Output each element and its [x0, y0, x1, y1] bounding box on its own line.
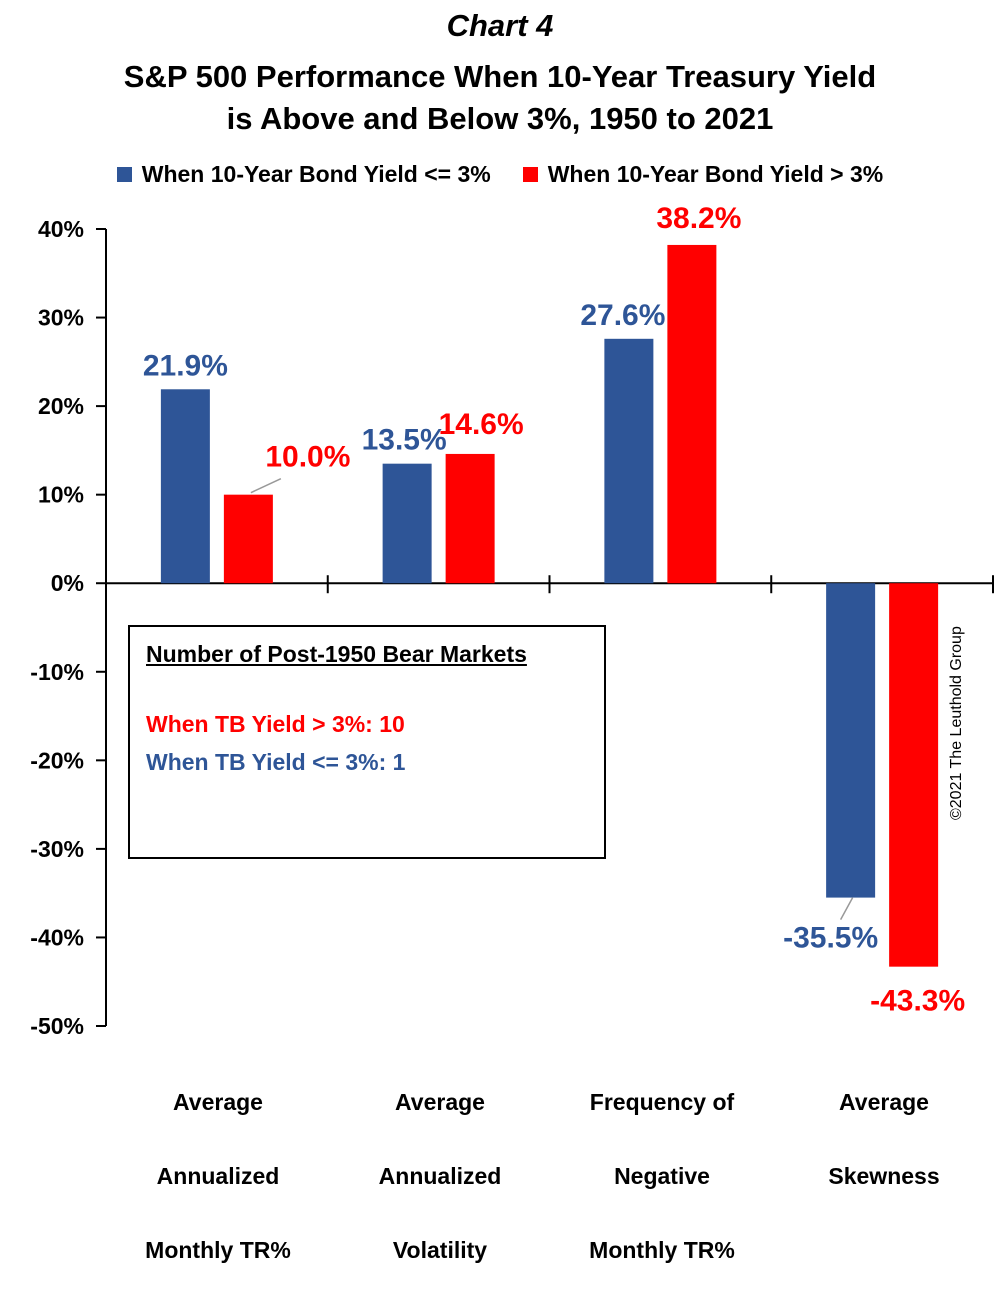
y-tick-label: -20%: [30, 747, 84, 773]
y-tick-label: 20%: [38, 393, 84, 419]
bar-red: [223, 494, 273, 584]
bear-markets-line-blue: When TB Yield <= 3%: 1: [146, 749, 406, 775]
category-2-line-1: Average: [395, 1089, 485, 1115]
category-2-line-2: Annualized: [378, 1163, 502, 1189]
bear-markets-heading: Number of Post-1950 Bear Markets: [146, 641, 527, 667]
chart-kicker: Chart 4: [446, 8, 554, 43]
bear-markets-box: Number of Post-1950 Bear Markets When TB…: [128, 625, 606, 859]
bar-red: [667, 244, 717, 584]
y-tick-label: -30%: [30, 836, 84, 862]
y-tick-label: -50%: [30, 1013, 84, 1039]
value-label-red: 38.2%: [656, 202, 741, 235]
category-4-line-2: Skewness: [828, 1163, 940, 1189]
y-tick-label: 40%: [38, 216, 84, 242]
category-3-line-2: Negative: [614, 1163, 710, 1189]
value-label-blue: 21.9%: [143, 349, 228, 382]
legend-swatch-blue: [116, 167, 132, 182]
category-4-line-1: Average: [839, 1089, 929, 1115]
value-label-red: 14.6%: [439, 408, 524, 441]
y-tick-label: 10%: [38, 482, 84, 508]
legend-item-red: When 10-Year Bond Yield > 3%: [522, 161, 884, 188]
chart-title: S&P 500 Performance When 10-Year Treasur…: [0, 56, 1000, 140]
value-label-blue: 27.6%: [580, 299, 665, 332]
category-label-3: Frequency of Negative Monthly TR%: [552, 1047, 772, 1306]
legend-label-blue: When 10-Year Bond Yield <= 3%: [141, 161, 491, 187]
bar-blue: [160, 389, 210, 584]
category-1-line-3: Monthly TR%: [145, 1237, 291, 1263]
category-label-1: Average Annualized Monthly TR%: [108, 1047, 328, 1306]
label-leader-line: [839, 897, 854, 920]
category-1-line-1: Average: [173, 1089, 263, 1115]
category-3-line-1: Frequency of: [589, 1089, 735, 1115]
bar-blue: [604, 338, 654, 584]
category-label-2: Average Annualized Volatility: [330, 1047, 550, 1306]
chart-title-line1: S&P 500 Performance When 10-Year Treasur…: [123, 59, 877, 94]
category-3-line-3: Monthly TR%: [589, 1237, 735, 1263]
bar-blue: [826, 583, 876, 898]
legend-swatch-red: [522, 167, 538, 182]
bar-blue: [382, 463, 432, 584]
value-label-blue: 13.5%: [362, 424, 447, 457]
bar-chart: 40% 30% 20% 10% 0% -10% -20% -30% -40% -50% 21.9% 1…: [30, 202, 994, 1039]
copyright-text: ©2021 The Leuthold Group: [948, 626, 965, 820]
y-tick-label: -40%: [30, 924, 84, 950]
y-tick-label: 30%: [38, 305, 84, 331]
bar-red: [889, 583, 939, 967]
y-tick-label: -10%: [30, 659, 84, 685]
category-2-line-3: Volatility: [392, 1237, 488, 1263]
legend-label-red: When 10-Year Bond Yield > 3%: [547, 161, 884, 187]
chart-title-line2: is Above and Below 3%, 1950 to 2021: [226, 101, 774, 136]
value-label-blue: -35.5%: [783, 922, 878, 955]
value-label-red: 10.0%: [265, 441, 350, 474]
legend-item-blue: When 10-Year Bond Yield <= 3%: [116, 161, 491, 188]
label-leader-line: [250, 477, 282, 494]
y-tick-label: 0%: [51, 570, 84, 596]
legend: When 10-Year Bond Yield <= 3% When 10-Ye…: [0, 161, 1000, 188]
value-label-red: -43.3%: [870, 985, 965, 1018]
category-1-line-2: Annualized: [156, 1163, 280, 1189]
bear-markets-line-red: When TB Yield > 3%: 10: [146, 711, 405, 737]
bar-red: [445, 453, 495, 584]
category-label-4: Average Skewness: [774, 1047, 994, 1232]
